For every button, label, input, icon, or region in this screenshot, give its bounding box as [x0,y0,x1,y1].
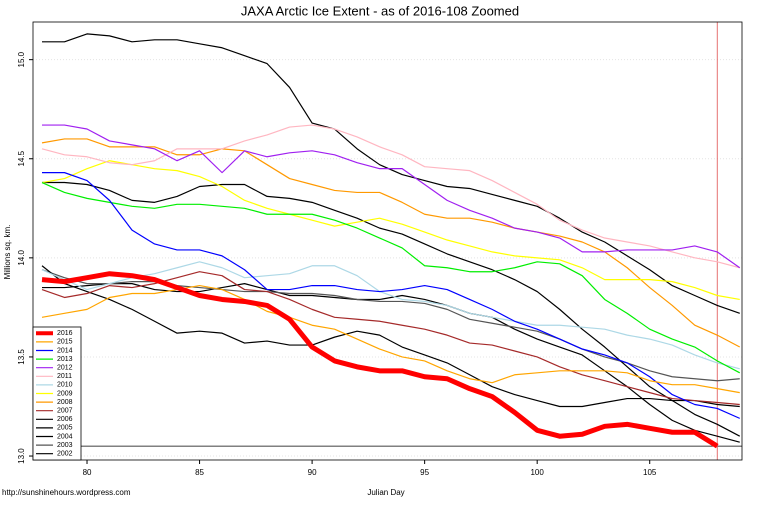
legend-label: 2016 [57,330,73,337]
series-line [42,124,741,269]
x-tick-label: 100 [530,468,544,477]
legend-label: 2011 [57,373,72,380]
series-line [41,271,719,449]
x-tick-label: 95 [420,468,429,477]
series-line [41,271,740,406]
y-tick-label: 13.5 [17,349,26,365]
x-tick-label: 105 [643,468,657,477]
x-tick-label: 85 [195,468,204,477]
legend-label: 2014 [57,347,73,354]
series-line [41,138,741,348]
legend-label: 2010 [57,382,73,389]
x-tick-label: 80 [83,468,92,477]
legend-label: 2015 [57,339,73,346]
legend-label: 2007 [57,408,73,415]
series-line [41,181,741,374]
legend-label: 2013 [57,356,73,363]
series-line [41,269,740,382]
series-line [41,265,740,408]
legend-label: 2012 [57,365,73,372]
chart-title: JAXA Arctic Ice Extent - as of 2016-108 … [241,3,519,18]
legend-label: 2002 [57,451,73,458]
legend-label: 2006 [57,416,73,423]
x-tick-label: 90 [308,468,317,477]
legend-label: 2004 [57,433,73,440]
series-line [41,160,740,301]
series-line [42,181,741,437]
series-line [42,33,740,314]
series-line [41,124,740,269]
legend-label: 2005 [57,425,73,432]
y-tick-label: 15.0 [17,51,26,67]
legend-label: 2009 [57,390,73,397]
legend-label: 2003 [57,442,73,449]
y-tick-label: 13.0 [17,448,26,464]
y-tick-label: 14.0 [17,250,26,266]
legend-label: 2008 [57,399,73,406]
series-line [41,284,740,394]
series-line [42,283,740,443]
source: http://sunshinehours.wordpress.com [2,488,131,497]
y-axis-label: Millions sq. km. [3,225,12,280]
series-line [41,261,740,370]
plot-frame [32,21,743,461]
x-axis-label: Julian Day [367,488,404,497]
y-tick-label: 14.5 [17,150,26,166]
series-line [42,172,740,419]
